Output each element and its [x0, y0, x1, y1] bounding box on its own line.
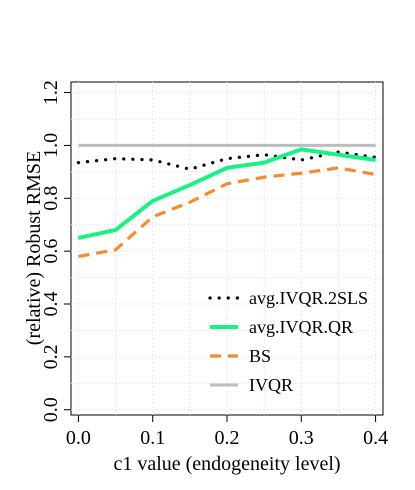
x-tick-label: 0.4: [363, 427, 388, 449]
series-line-avg-ivqr-qr: [78, 147, 376, 240]
legend: avg.IVQR.2SLS avg.IVQR.QR BS IVQR: [208, 288, 368, 395]
y-tick-label: 0.4: [40, 292, 62, 317]
y-tick-label: 1.2: [40, 80, 62, 105]
x-axis-ticks: 0.0 0.1 0.2 0.3 0.4: [66, 415, 388, 449]
y-tick-label: 1.0: [40, 133, 62, 158]
legend-label-ivqr: IVQR: [249, 375, 293, 395]
y-axis-ticks: 0.0 0.2 0.4 0.6 0.8 1.0 1.2: [40, 80, 71, 422]
y-tick-label: 0.6: [40, 239, 62, 264]
x-axis-title: c1 value (endogeneity level): [113, 453, 340, 475]
series-line-bs: [78, 166, 376, 259]
series-layer: [76, 143, 378, 259]
legend-label-avg-ivqr-qr: avg.IVQR.QR: [249, 317, 353, 337]
x-tick-label: 0.2: [215, 427, 240, 449]
y-axis-title: (relative) Robust RMSE: [23, 151, 45, 345]
legend-label-avg-ivqr-2sls: avg.IVQR.2SLS: [249, 288, 368, 308]
y-tick-label: 0.8: [40, 186, 62, 211]
legend-label-bs: BS: [249, 346, 271, 366]
y-tick-label: 0.2: [40, 344, 62, 369]
y-tick-label: 0.0: [40, 397, 62, 422]
x-tick-label: 0.3: [289, 427, 314, 449]
x-tick-label: 0.1: [140, 427, 165, 449]
x-tick-label: 0.0: [66, 427, 91, 449]
